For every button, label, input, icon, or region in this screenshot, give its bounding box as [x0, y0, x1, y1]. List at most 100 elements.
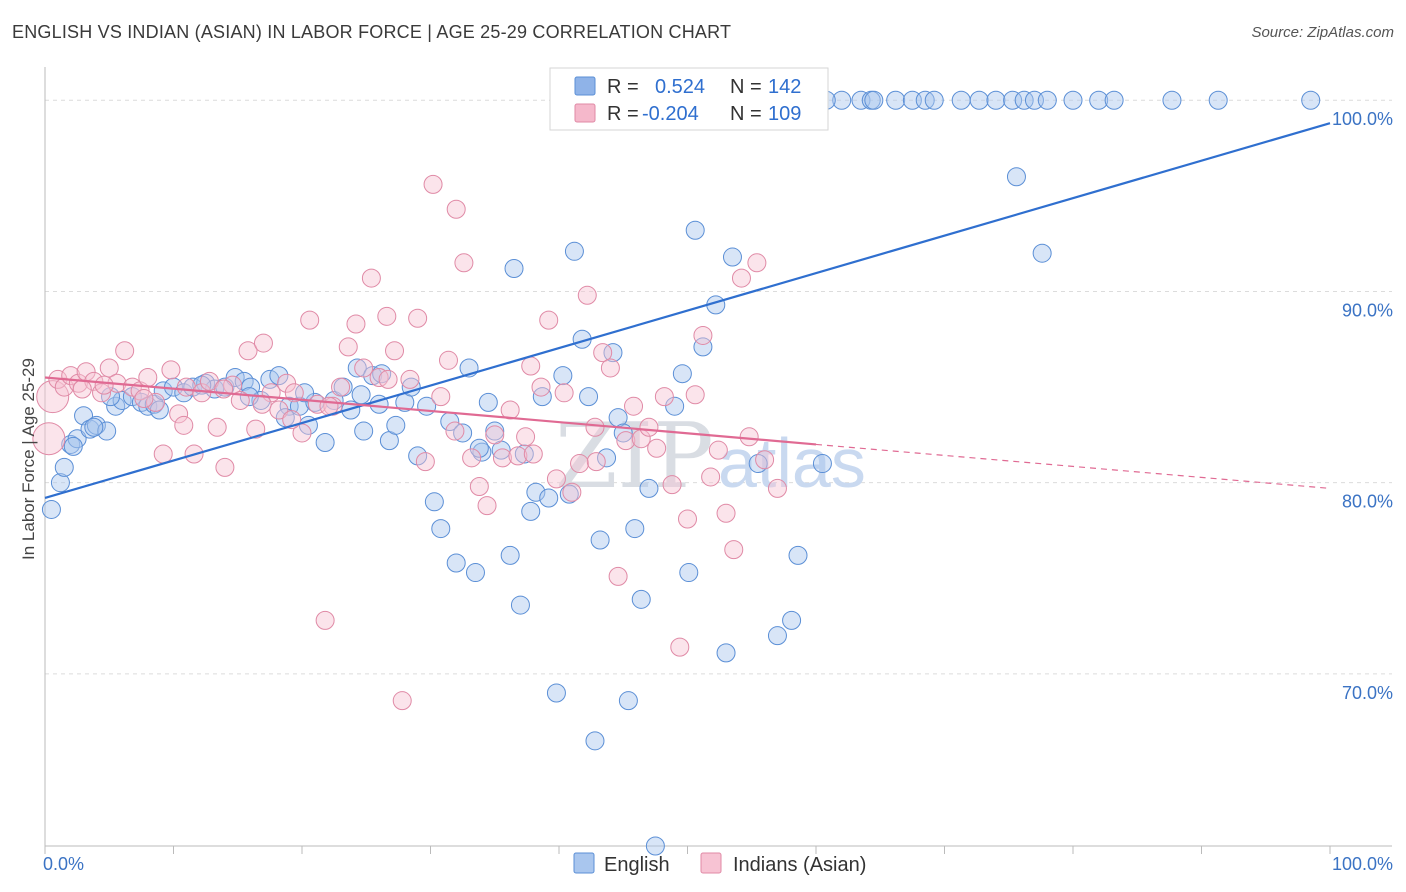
point-0-113 — [1301, 90, 1321, 110]
point-1-107 — [586, 452, 606, 472]
point-1-39 — [331, 377, 351, 397]
point-1-57 — [469, 477, 489, 497]
point-1-106 — [521, 356, 541, 376]
point-1-23 — [207, 417, 227, 437]
point-0-88 — [722, 247, 742, 267]
axes — [44, 67, 1392, 854]
point-0-71 — [590, 530, 610, 550]
point-0-52 — [465, 563, 485, 583]
point-1-86 — [693, 325, 713, 345]
point-1-74 — [600, 358, 620, 378]
point-1-43 — [361, 268, 381, 288]
point-0-10 — [112, 390, 132, 410]
point-1-84 — [678, 509, 697, 529]
point-0-7 — [86, 415, 106, 435]
point-1-85 — [685, 385, 705, 405]
point-1-81 — [654, 387, 674, 407]
point-0-69 — [579, 387, 599, 407]
point-0-54 — [478, 392, 498, 412]
legend-r-label-english: R = — [607, 76, 639, 98]
point-0-127 — [275, 408, 295, 428]
point-0-2 — [54, 457, 74, 477]
point-0-132 — [63, 436, 83, 456]
point-1-9 — [99, 358, 119, 378]
point-0-49 — [446, 553, 466, 573]
point-0-105 — [1014, 90, 1034, 110]
point-1-67 — [546, 469, 566, 489]
point-0-97 — [886, 90, 906, 110]
point-0-11 — [122, 387, 142, 407]
point-1-72 — [585, 417, 605, 437]
point-0-62 — [532, 387, 552, 407]
point-1-58 — [477, 496, 497, 516]
point-1-24 — [215, 457, 235, 477]
legend-n-label-english: N = — [730, 76, 762, 98]
point-1-48 — [400, 369, 420, 389]
point-1-102 — [94, 375, 114, 395]
point-1-69 — [562, 482, 582, 502]
point-1-66 — [539, 310, 559, 330]
point-1-45 — [377, 306, 397, 326]
point-0-83 — [679, 563, 699, 583]
point-0-36 — [347, 358, 367, 378]
point-1-51 — [423, 174, 443, 194]
legend-bottom-swatch-english — [573, 852, 595, 874]
point-0-100 — [951, 90, 971, 110]
legend-bottom-indian: Indians (Asian) — [733, 854, 866, 876]
legend-n-value-english: 142 — [768, 76, 801, 98]
trend-line-0 — [44, 122, 1331, 500]
chart-title: ENGLISH VS INDIAN (ASIAN) IN LABOR FORCE… — [12, 22, 732, 42]
point-0-131 — [84, 417, 104, 437]
point-0-124 — [1032, 243, 1052, 263]
point-1-47 — [392, 691, 412, 711]
x-tick-label-0: 0.0% — [43, 854, 84, 874]
point-1-104 — [378, 369, 398, 389]
point-1-62 — [508, 446, 528, 466]
point-1-100 — [174, 415, 194, 435]
y-axis-label: In Labor Force | Age 25-29 — [19, 358, 38, 560]
point-0-47 — [431, 519, 451, 539]
watermark-zip: ZIP — [555, 404, 714, 509]
point-0-41 — [386, 415, 406, 435]
point-1-80 — [647, 438, 667, 458]
point-1-91 — [731, 268, 751, 288]
point-0-61 — [526, 482, 546, 502]
point-0-64 — [546, 683, 566, 703]
point-1-1 — [36, 380, 70, 414]
legend-bottom-english: English — [604, 854, 670, 876]
point-0-67 — [564, 241, 584, 261]
point-0-110 — [1104, 90, 1124, 110]
point-1-54 — [446, 199, 466, 219]
point-1-95 — [767, 478, 787, 498]
point-1-73 — [593, 343, 613, 363]
point-1-41 — [346, 314, 366, 334]
point-0-59 — [510, 595, 530, 615]
point-1-37 — [315, 610, 335, 630]
point-0-27 — [269, 366, 289, 386]
point-0-8 — [97, 421, 117, 441]
point-0-85 — [693, 337, 713, 357]
point-1-15 — [146, 392, 166, 412]
legend-n-value-indian: 109 — [768, 103, 801, 125]
point-0-134 — [295, 383, 315, 403]
point-1-53 — [438, 350, 458, 370]
point-1-18 — [169, 404, 189, 424]
point-0-123 — [924, 90, 944, 110]
point-1-0 — [32, 422, 66, 456]
point-1-76 — [616, 431, 636, 451]
y-tick-label-3: 100.0% — [1332, 109, 1393, 129]
point-1-31 — [269, 400, 289, 420]
point-1-55 — [454, 253, 474, 273]
point-0-72 — [597, 448, 617, 468]
point-0-70 — [585, 731, 605, 751]
watermark: ZIP atlas — [555, 404, 866, 509]
point-1-42 — [354, 358, 374, 378]
point-1-29 — [253, 333, 273, 353]
point-0-101 — [969, 90, 989, 110]
point-0-58 — [504, 259, 524, 279]
point-1-59 — [485, 425, 505, 445]
point-0-50 — [453, 423, 473, 443]
point-0-108 — [1063, 90, 1083, 110]
grid-lines — [45, 99, 1392, 675]
